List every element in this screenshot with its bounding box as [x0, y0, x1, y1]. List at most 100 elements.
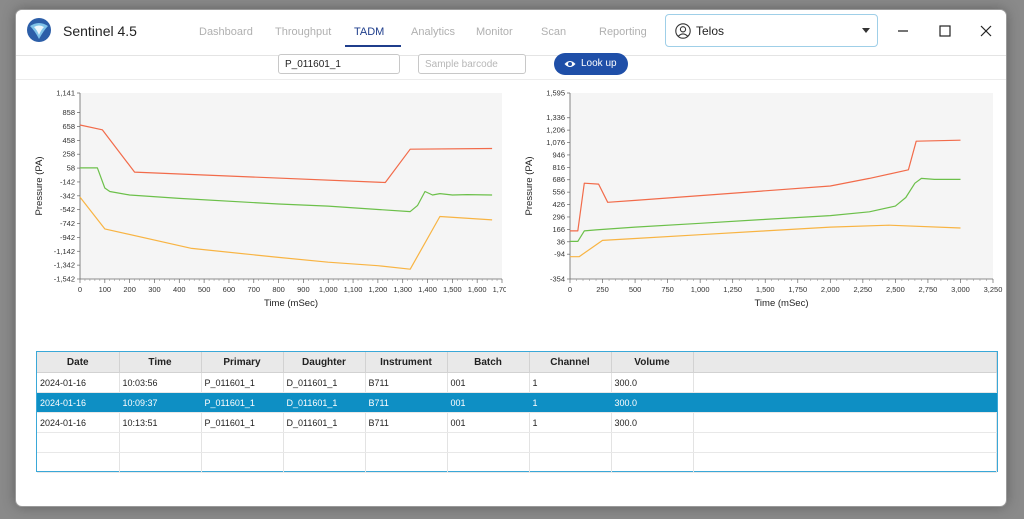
x-tick-label: 750: [661, 285, 674, 294]
plot-area: [80, 93, 502, 279]
column-header-date[interactable]: Date: [37, 352, 120, 373]
y-tick-label: 1,595: [546, 89, 565, 98]
y-tick-label: 658: [62, 122, 75, 131]
cell-date: 2024-01-16: [37, 372, 120, 393]
cell-time: [119, 452, 202, 473]
tab-reporting[interactable]: Reporting: [599, 26, 647, 38]
tab-throughput[interactable]: Throughput: [275, 26, 332, 38]
toolbar-divider: [16, 79, 1006, 80]
column-header-volume[interactable]: Volume: [611, 352, 694, 373]
column-header-channel[interactable]: Channel: [529, 352, 612, 373]
y-tick-label: 816: [552, 163, 565, 172]
sentinel-logo-icon: [27, 18, 51, 42]
cell-batch: 001: [447, 412, 530, 433]
minimize-icon[interactable]: [890, 18, 916, 44]
cell-instrument: B711: [365, 372, 448, 393]
series-line-3: [570, 224, 961, 258]
app-window: Sentinel 4.5 Dashboard Throughput TADM A…: [16, 10, 1006, 506]
x-tick-label: 2,000: [821, 285, 840, 294]
cell-time: 10:09:37: [119, 392, 202, 413]
cell-primary: [201, 432, 284, 453]
primary-barcode-input[interactable]: [278, 54, 400, 74]
x-tick-label: 3,250: [984, 285, 1003, 294]
x-axis-label: Time (mSec): [264, 298, 318, 309]
x-tick-label: 0: [78, 285, 82, 294]
cell-batch: [447, 432, 530, 453]
cell-filler: [693, 392, 997, 413]
y-tick-label: 36: [557, 237, 565, 246]
column-header-primary[interactable]: Primary: [201, 352, 284, 373]
y-tick-label: 858: [62, 108, 75, 117]
y-tick-label: -1,142: [54, 247, 75, 256]
column-header-time[interactable]: Time: [119, 352, 202, 373]
close-icon[interactable]: [973, 18, 999, 44]
cell-daughter: D_011601_1: [283, 392, 366, 413]
x-tick-label: 1,750: [788, 285, 807, 294]
y-tick-label: -742: [60, 219, 75, 228]
x-tick-label: 2,250: [853, 285, 872, 294]
column-header-daughter[interactable]: Daughter: [283, 352, 366, 373]
cell-instrument: B711: [365, 392, 448, 413]
cell-volume: 300.0: [611, 412, 694, 433]
y-tick-label: 946: [552, 150, 565, 159]
x-tick-label: 1,200: [368, 285, 387, 294]
y-axis-label: Pressure (PA): [34, 157, 45, 216]
cell-channel: 1: [529, 412, 612, 433]
table-row[interactable]: 2024-01-16 10:09:37 P_011601_1 D_011601_1 B7…: [37, 392, 997, 413]
table-row[interactable]: 2024-01-16 10:03:56 P_011601_1 D_011601_1 B7…: [37, 372, 997, 393]
user-circle-icon: [675, 23, 691, 39]
table-row[interactable]: [37, 432, 997, 453]
table-row[interactable]: [37, 452, 997, 473]
tab-monitor[interactable]: Monitor: [476, 26, 513, 38]
plot-area: [570, 93, 993, 279]
maximize-icon[interactable]: [932, 18, 958, 44]
pressure-chart-right: 0 250 500 750 1,000 1,250 1,500 1,750 2,000 2,250…: [524, 89, 1003, 310]
x-tick-label: 1,100: [344, 285, 363, 294]
cell-filler: [693, 372, 997, 393]
y-tick-label: 686: [552, 175, 565, 184]
tab-dashboard[interactable]: Dashboard: [199, 26, 253, 38]
cell-instrument: [365, 452, 448, 473]
series-line-2: [570, 177, 961, 242]
column-header-instrument[interactable]: Instrument: [365, 352, 448, 373]
tab-analytics[interactable]: Analytics: [411, 26, 456, 38]
cell-batch: [447, 452, 530, 473]
table-row[interactable]: 2024-01-16 10:13:51 P_011601_1 D_011601_1 B7…: [37, 412, 997, 433]
tab-tadm[interactable]: TADM: [354, 26, 385, 38]
results-grid: Date Time Primary Daughter Instrument Ba…: [36, 351, 998, 473]
table-header-row: Date Time Primary Daughter Instrument Ba…: [37, 352, 997, 373]
cell-date: 2024-01-16: [37, 412, 120, 433]
y-tick-label: 1,336: [546, 113, 565, 122]
cell-time: 10:03:56: [119, 372, 202, 393]
sample-barcode-input[interactable]: [418, 54, 526, 74]
cell-volume: 300.0: [611, 372, 694, 393]
x-tick-label: 3,000: [951, 285, 970, 294]
cell-daughter: [283, 432, 366, 453]
x-tick-label: 200: [123, 285, 136, 294]
cell-channel: 1: [529, 372, 612, 393]
active-tab-indicator: [345, 45, 401, 47]
x-tick-label: 1,500: [443, 285, 462, 294]
x-tick-label: 1,300: [393, 285, 412, 294]
y-tick-label: -1,542: [54, 275, 75, 284]
cell-time: 10:13:51: [119, 412, 202, 433]
x-tick-label: 1,250: [723, 285, 742, 294]
series-line-1: [570, 139, 961, 232]
x-tick-label: 1,000: [319, 285, 338, 294]
y-tick-label: 556: [552, 188, 565, 197]
cell-volume: [611, 432, 694, 453]
x-tick-label: 1,400: [418, 285, 437, 294]
user-dropdown[interactable]: Telos: [665, 14, 878, 47]
cell-filler: [693, 452, 997, 473]
column-header-batch[interactable]: Batch: [447, 352, 530, 373]
tab-scan[interactable]: Scan: [541, 26, 567, 38]
cell-channel: 1: [529, 392, 612, 413]
cell-filler: [693, 432, 997, 453]
pressure-chart-left: 0 100 200 300 400 500 600 700 800 900 1,000 1,100 1,…: [34, 89, 506, 310]
x-tick-label: 900: [297, 285, 310, 294]
look-up-button[interactable]: Look up: [554, 53, 628, 75]
results-table: Date Time Primary Daughter Instrument Ba…: [37, 352, 997, 473]
x-tick-label: 300: [148, 285, 161, 294]
cell-volume: [611, 452, 694, 473]
x-tick-label: 500: [198, 285, 211, 294]
